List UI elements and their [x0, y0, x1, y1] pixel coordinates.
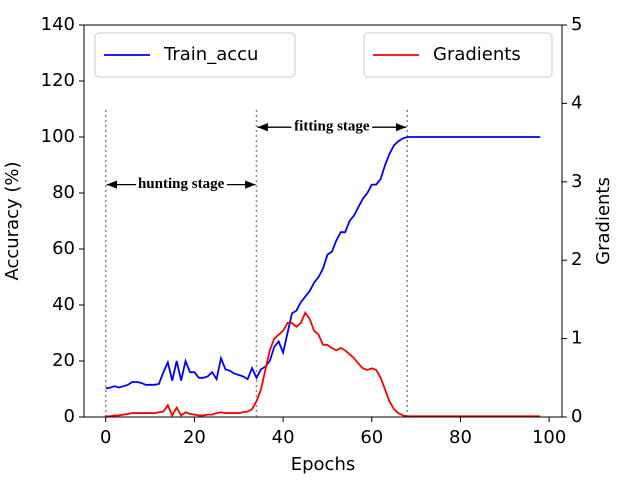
- y-tick-label: 140: [41, 14, 75, 35]
- data-line: [105, 310, 541, 418]
- plot-frame: [83, 24, 563, 418]
- y-tick-label: 100: [41, 126, 75, 147]
- y2-tick-label: 1: [571, 328, 582, 349]
- x-tick-label: 80: [449, 427, 472, 448]
- data-line: [105, 136, 541, 390]
- legend-label: Train_accu: [163, 44, 258, 65]
- y2-tick-label: 2: [571, 249, 582, 270]
- x-tick-label: 60: [360, 427, 383, 448]
- y2-tick-label: 4: [571, 92, 582, 113]
- y2-tick-label: 3: [571, 171, 582, 192]
- legend-box: [363, 32, 553, 78]
- y2-tick-label: 0: [571, 406, 582, 427]
- legend-label: Gradients: [433, 44, 521, 65]
- y2-axis-label: Gradients: [593, 177, 614, 265]
- x-axis-label: Epochs: [291, 454, 356, 475]
- x-tick-label: 0: [100, 427, 111, 448]
- y2-tick-label: 5: [571, 14, 582, 35]
- legend-box: [94, 32, 296, 78]
- x-tick-label: 40: [272, 427, 295, 448]
- y-tick-label: 80: [52, 182, 75, 203]
- x-tick-label: 20: [183, 427, 206, 448]
- x-tick-label: 100: [532, 427, 566, 448]
- y-tick-label: 120: [41, 70, 75, 91]
- y-tick-label: 0: [64, 406, 75, 427]
- y-tick-label: 60: [52, 238, 75, 259]
- y-tick-label: 20: [52, 350, 75, 371]
- annotation-text: hunting stage: [138, 176, 225, 192]
- annotation-text: fitting stage: [294, 119, 370, 135]
- y-tick-label: 40: [52, 294, 75, 315]
- y-axis-label: Accuracy (%): [2, 161, 23, 280]
